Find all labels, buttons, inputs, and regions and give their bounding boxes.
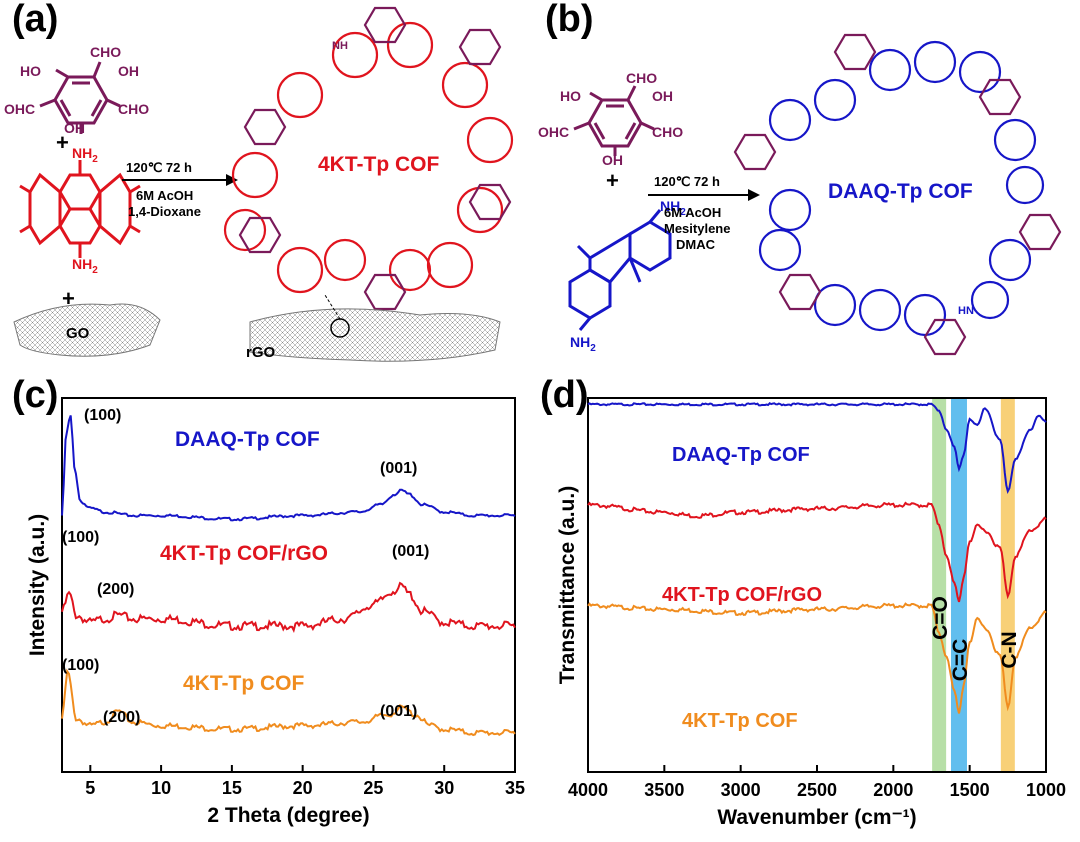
panel-d-band-0 [932, 398, 947, 772]
panel-a-rgo-label: rGO [246, 344, 276, 361]
panel-c-series-line-1 [61, 581, 516, 633]
panel-d-series-line-0 [587, 402, 1047, 494]
panel-b-linker-hn: HN [958, 305, 974, 317]
panel-c-peak-label-4: (001) [392, 543, 429, 560]
panel-c-xtick-label-3: 20 [293, 778, 313, 798]
panel-d-band-label-0: C=O [929, 596, 952, 640]
panel-b-oh-bottom: OH [602, 152, 623, 168]
panel-b-nh2-bottom: NH2 [570, 334, 596, 354]
panel-c-series-line-0 [61, 415, 516, 522]
panel-a-oh-right: OH [118, 63, 139, 79]
panel-c-peak-label-6: (200) [103, 709, 140, 726]
panel-d-band-label-1: C=C [949, 639, 972, 682]
panel-d-xtick-label-1: 3500 [644, 780, 684, 800]
panel-c-peak-label-3: (200) [97, 581, 134, 598]
panel-b-condition-3: Mesitylene [664, 221, 731, 236]
panel-d-ylabel: Transmittance (a.u.) [556, 486, 579, 684]
panel-a-condition-2: 6M AcOH [136, 188, 194, 203]
panel-c-series-label-0: DAAQ-Tp COF [175, 428, 320, 451]
panel-d-band-1 [950, 398, 967, 772]
panel-a-nh-top-text: NH [72, 145, 93, 161]
panel-a-condition-1: 120℃ 72 h [126, 160, 192, 175]
panel-c-series-line-2 [61, 668, 516, 737]
panel-b-cho-right: CHO [652, 124, 684, 140]
panel-b-cof-title: DAAQ-Tp COF [828, 180, 973, 203]
panel-a-nh-top-sub: 2 [92, 153, 98, 165]
panel-a-nh-bottom-text: NH [72, 256, 93, 272]
panel-a-ho-left: HO [20, 63, 41, 79]
panel-a-plus-1: + [56, 130, 69, 155]
panel-b-nh2-top: NH2 [660, 198, 686, 218]
panel-b-ho-left: HO [560, 88, 581, 104]
panel-c-label: (c) [12, 374, 59, 416]
panel-d-xtick-label-3: 2500 [797, 780, 837, 800]
panel-a-cho-top: CHO [90, 44, 122, 60]
panel-a-nh2-top: NH2 [72, 145, 98, 165]
panel-c-peak-label-0: (100) [84, 407, 121, 424]
panel-a-nh-bottom-sub: 2 [92, 264, 98, 276]
panel-b-nh-top-text: NH [660, 198, 681, 214]
panel-b-nh-top-sub: 2 [680, 206, 686, 218]
panel-c-xtick-label-2: 15 [222, 778, 242, 798]
panel-a-oh-bottom: OH [64, 120, 85, 136]
panel-b-condition-2: 6M AcOH [664, 205, 722, 220]
panel-b-cho-top: CHO [626, 70, 658, 86]
panel-d-series-line-2 [587, 602, 1047, 714]
panel-c-peak-label-7: (001) [380, 703, 417, 720]
panel-b-label: (b) [545, 0, 594, 40]
panel-d-xtick-label-5: 1500 [950, 780, 990, 800]
panel-c-xtick-label-4: 25 [363, 778, 383, 798]
panel-d-series-label-0: DAAQ-Tp COF [672, 444, 810, 466]
panel-a-cof-title: 4KT-Tp COF [318, 153, 440, 176]
panel-b-condition-1: 120℃ 72 h [654, 174, 720, 189]
panel-d-label: (d) [540, 374, 589, 416]
panel-c-xtick-label-6: 35 [505, 778, 525, 798]
panel-a-label: (a) [12, 0, 59, 40]
panel-a-nh2-bottom: NH2 [72, 256, 98, 276]
panel-c-ylabel: Intensity (a.u.) [26, 514, 49, 656]
panel-d-band-label-2: C-N [998, 631, 1021, 668]
panel-a-go-label: GO [66, 325, 90, 342]
panel-b-nh-bottom-text: NH [570, 334, 591, 350]
panel-d-series-label-1: 4KT-Tp COF/rGO [662, 584, 822, 606]
panel-a-condition-3: 1,4-Dioxane [128, 204, 201, 219]
panel-d-xlabel: Wavenumber (cm⁻¹) [717, 806, 916, 829]
panel-c-xtick-label-5: 30 [434, 778, 454, 798]
panel-d-xtick-label-4: 2000 [873, 780, 913, 800]
panel-b-plus: + [606, 168, 619, 193]
panel-c-series-label-2: 4KT-Tp COF [183, 672, 304, 695]
panel-c-peak-label-5: (100) [62, 657, 99, 674]
panel-a-ohc-left: OHC [4, 101, 36, 117]
panel-c-series-label-1: 4KT-Tp COF/rGO [160, 542, 328, 565]
panel-b-nh-bottom-sub: 2 [590, 342, 596, 354]
panel-a-cho-right: CHO [118, 101, 150, 117]
panel-c-peak-label-2: (100) [62, 529, 99, 546]
panel-d-xtick-label-0: 4000 [568, 780, 608, 800]
panel-a-linker-nh: NH [332, 40, 348, 52]
panel-d-xtick-label-2: 3000 [721, 780, 761, 800]
panel-b-oh-right: OH [652, 88, 673, 104]
panel-d-xtick-label-6: 1000 [1026, 780, 1066, 800]
panel-d-series-label-2: 4KT-Tp COF [682, 710, 798, 732]
panel-c-xtick-label-0: 5 [85, 778, 95, 798]
panel-c-xtick-label-1: 10 [151, 778, 171, 798]
panel-c-xlabel: 2 Theta (degree) [207, 804, 369, 827]
panel-c-plot-frame [61, 397, 516, 773]
panel-b-condition-4: DMAC [676, 237, 715, 252]
panel-b-ohc-left: OHC [538, 124, 570, 140]
panel-d-series-line-1 [587, 501, 1047, 603]
panel-c-peak-label-1: (001) [380, 460, 417, 477]
